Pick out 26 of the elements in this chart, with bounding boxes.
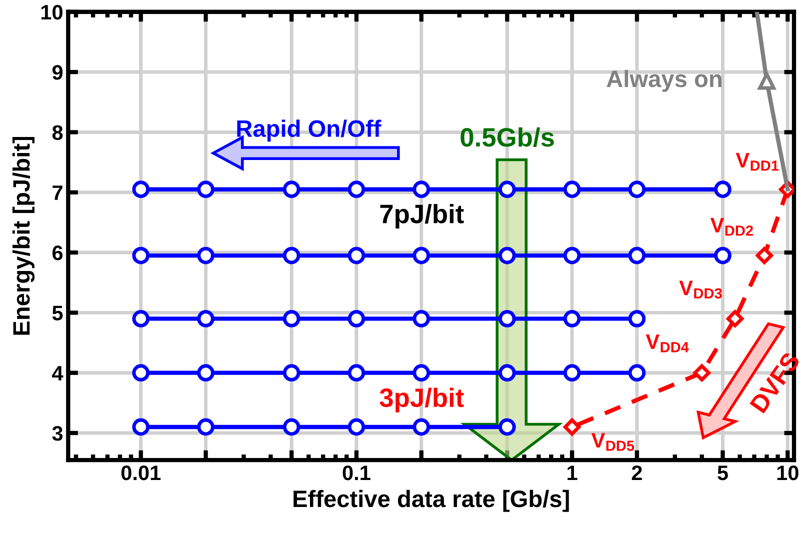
annotation: V$_{DD2}$	[710, 218, 753, 236]
annotation: 0.5Gb/s	[460, 127, 554, 147]
y-tick-label: 8	[52, 125, 63, 140]
y-tick-label: 4	[52, 366, 64, 380]
annotation: V$_{DD4}$	[646, 334, 689, 352]
annotation: V$_{DD3}$	[679, 280, 722, 299]
x-axis-title: Effective data rate [Gb/s]	[294, 490, 569, 512]
y-tick-label: 6	[52, 246, 63, 260]
y-tick-label: 3	[52, 426, 63, 441]
x-tick-label: 10	[777, 465, 798, 480]
y-tick-label: 10	[41, 4, 62, 20]
annotation: V$_{DD5}$	[591, 433, 634, 451]
y-tick-label: 9	[52, 65, 63, 80]
annotation: Always on	[606, 70, 722, 92]
annotation: V$_{DD1}$	[736, 153, 779, 171]
annotation: 7pJ/bit	[380, 204, 464, 229]
x-tick-label: 5	[718, 466, 728, 480]
x-tick-label: 0.1	[342, 465, 370, 480]
y-tick-label: 7	[52, 186, 62, 200]
annotation: Rapid On/Off	[237, 120, 382, 142]
y-tick-label: 5	[52, 306, 63, 320]
x-tick-label: 0.01	[121, 465, 161, 480]
annotation: 3pJ/bit	[380, 388, 464, 412]
x-tick-label: 2	[632, 465, 642, 480]
x-tick-label: 1	[568, 466, 578, 480]
y-axis-title: Energy/bit [pJ/bit]	[12, 136, 35, 335]
